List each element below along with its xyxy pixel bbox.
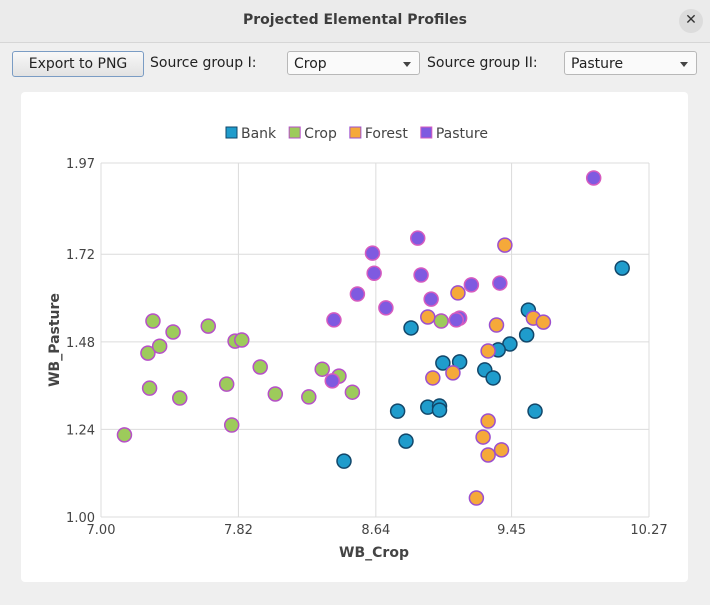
data-point bbox=[200, 318, 217, 334]
data-point bbox=[518, 327, 535, 343]
data-point bbox=[349, 286, 366, 302]
data-point bbox=[480, 413, 496, 429]
data-point bbox=[364, 245, 381, 261]
export-button[interactable]: Export to PNG bbox=[12, 51, 144, 77]
legend-swatch bbox=[225, 126, 238, 139]
data-point bbox=[413, 267, 429, 283]
y-tick-label: 1.72 bbox=[66, 248, 95, 263]
data-point bbox=[116, 427, 133, 443]
y-tick-label: 1.97 bbox=[66, 157, 95, 172]
data-point bbox=[151, 338, 168, 354]
data-point bbox=[378, 300, 394, 316]
data-point bbox=[423, 291, 439, 307]
data-point bbox=[267, 386, 284, 402]
source-group-1-combo[interactable]: Crop bbox=[287, 51, 420, 75]
data-point bbox=[314, 361, 330, 377]
data-point bbox=[366, 265, 382, 281]
legend-swatch bbox=[288, 126, 301, 139]
y-tick-label: 1.24 bbox=[66, 423, 95, 438]
data-point bbox=[527, 403, 543, 419]
legend-label: Crop bbox=[304, 126, 337, 142]
x-axis-label: WB_Crop bbox=[339, 545, 409, 561]
data-point bbox=[433, 313, 449, 329]
data-point bbox=[326, 312, 342, 328]
x-tick-label: 9.45 bbox=[497, 523, 526, 538]
data-point bbox=[485, 370, 501, 386]
title-bar: Projected Elemental Profiles ✕ bbox=[0, 0, 710, 43]
legend-label: Bank bbox=[241, 126, 277, 142]
data-point bbox=[450, 285, 466, 301]
data-point bbox=[398, 433, 414, 449]
data-point bbox=[172, 390, 188, 406]
data-point bbox=[463, 277, 480, 293]
data-point bbox=[535, 314, 552, 330]
data-point bbox=[488, 317, 505, 333]
data-point bbox=[493, 442, 510, 458]
data-point bbox=[324, 373, 341, 389]
data-point bbox=[435, 355, 451, 371]
legend-label: Pasture bbox=[436, 126, 488, 142]
data-point bbox=[480, 343, 496, 359]
legend-label: Forest bbox=[365, 126, 408, 142]
data-point bbox=[140, 345, 156, 361]
data-point bbox=[165, 324, 181, 340]
data-point bbox=[614, 260, 630, 276]
data-point bbox=[141, 380, 158, 396]
data-point bbox=[223, 417, 240, 433]
x-tick-label: 10.27 bbox=[630, 523, 667, 538]
legend-swatch bbox=[420, 126, 433, 139]
data-point bbox=[389, 403, 406, 419]
source-group-1-label: Source group I: bbox=[150, 55, 257, 71]
data-point bbox=[409, 230, 426, 246]
legend-swatch bbox=[349, 126, 362, 139]
data-point bbox=[431, 402, 448, 418]
data-point bbox=[475, 429, 491, 445]
data-point bbox=[336, 453, 352, 469]
data-point bbox=[585, 170, 602, 186]
data-point bbox=[468, 490, 485, 506]
data-point bbox=[403, 320, 419, 336]
source-group-2-combo[interactable]: Pasture bbox=[564, 51, 697, 75]
data-point bbox=[145, 313, 161, 329]
source-group-2-label: Source group II: bbox=[427, 55, 538, 71]
data-point bbox=[425, 370, 441, 386]
data-point bbox=[492, 275, 508, 291]
chart-panel bbox=[21, 92, 688, 582]
close-button[interactable]: ✕ bbox=[679, 9, 703, 33]
x-tick-label: 8.64 bbox=[361, 523, 390, 538]
x-tick-label: 7.00 bbox=[87, 523, 116, 538]
window-title: Projected Elemental Profiles bbox=[243, 12, 467, 28]
data-point bbox=[301, 389, 317, 405]
y-tick-label: 1.00 bbox=[66, 511, 95, 526]
data-point bbox=[480, 447, 496, 463]
x-tick-label: 7.82 bbox=[224, 523, 253, 538]
data-point bbox=[445, 365, 461, 381]
y-axis-label: WB_Pasture bbox=[47, 293, 63, 387]
y-tick-label: 1.48 bbox=[66, 336, 95, 351]
data-point bbox=[451, 354, 468, 370]
data-point bbox=[252, 359, 268, 375]
data-point bbox=[497, 237, 513, 253]
data-point bbox=[218, 376, 235, 392]
data-point bbox=[234, 332, 250, 348]
data-point bbox=[344, 384, 361, 400]
data-point bbox=[420, 309, 436, 325]
data-point bbox=[448, 312, 465, 328]
